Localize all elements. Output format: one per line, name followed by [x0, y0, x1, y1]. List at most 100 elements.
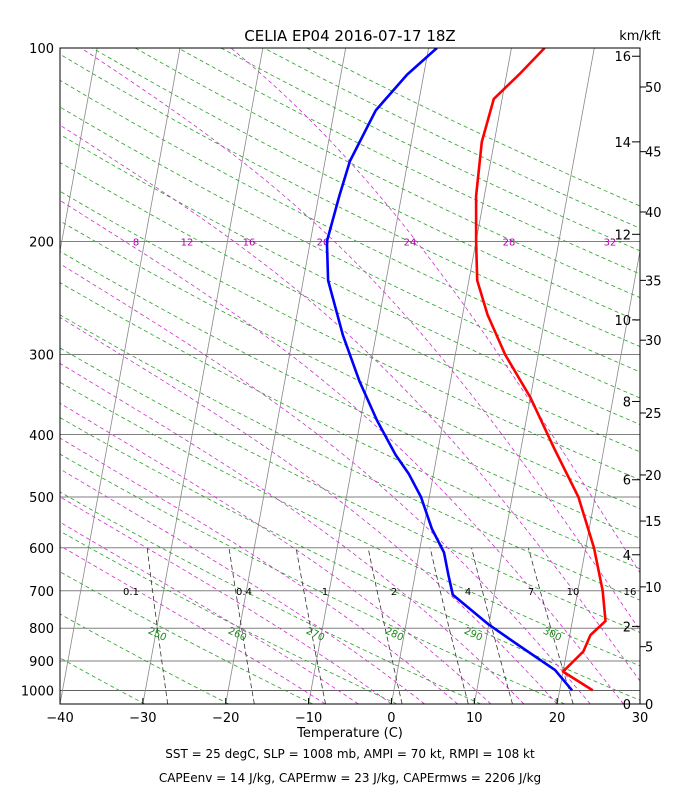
mixing-ratio-label: 10	[567, 587, 580, 598]
dry-adiabat-line	[60, 53, 640, 348]
dry-adiabat-line	[60, 657, 145, 704]
dry-adiabat-line	[60, 381, 640, 667]
isotherm-line	[0, 48, 14, 704]
moist-adiabat-line	[60, 124, 640, 682]
x-tick-label: 20	[549, 711, 566, 726]
kft-tick-label: 40	[645, 206, 662, 221]
dry-adiabat-line	[60, 314, 640, 601]
x-tick-label: −40	[46, 711, 73, 726]
y-tick-label: 400	[29, 429, 54, 444]
mixing-ratio-line	[228, 547, 255, 704]
moist-adiabat-line	[60, 468, 425, 704]
mixing-ratio-line	[429, 547, 469, 704]
moist-adiabat-label: 32	[604, 237, 617, 248]
right-axis-label: km/kft	[619, 29, 661, 44]
kft-tick-label: 35	[645, 274, 662, 289]
mixing-ratio-label: 0.1	[123, 587, 139, 598]
isobar-lines	[60, 48, 640, 691]
moist-adiabat-label: 16	[243, 237, 256, 248]
dry-adiabat-line	[60, 703, 61, 704]
y-tick-label: 900	[29, 655, 54, 670]
footer-line-1: SST = 25 degC, SLP = 1008 mb, AMPI = 70 …	[165, 747, 535, 761]
x-axis-label: Temperature (C)	[296, 726, 403, 741]
isotherm-line	[473, 48, 595, 704]
dry-adiabat-line	[60, 417, 640, 701]
km-tick-label: 4	[623, 549, 631, 564]
moist-adiabat-line	[60, 437, 458, 704]
kft-tick-label: 10	[645, 581, 662, 596]
y-tick-label: 300	[29, 348, 54, 363]
dry-adiabat-line	[60, 491, 481, 704]
moist-adiabat-line	[60, 199, 624, 704]
footer-line-2: CAPEenv = 14 J/kg, CAPErmw = 23 J/kg, CA…	[159, 771, 541, 785]
dry-adiabat-line	[60, 530, 397, 704]
moist-adiabat-line	[80, 48, 640, 632]
moist-adiabat-label: 12	[181, 237, 194, 248]
mixing-ratio-label: 0.4	[236, 587, 252, 598]
dry-adiabat-line	[60, 133, 640, 426]
kft-tick-label: 15	[645, 515, 662, 530]
x-tick-label: −10	[295, 711, 322, 726]
y-tick-label: 1000	[21, 684, 54, 699]
kft-tick-label: 25	[645, 407, 662, 422]
moist-adiabat-line	[60, 521, 359, 704]
isotherm-line	[60, 48, 181, 704]
dry-adiabat-line	[60, 347, 640, 633]
dry-adiabat-lines	[60, 48, 640, 704]
profile-lines	[325, 48, 607, 692]
km-tick-label: 0	[623, 698, 631, 713]
dry-adiabat-line	[306, 48, 640, 207]
moist-adiabat-line	[60, 316, 558, 704]
mixing-ratio-label: 4	[465, 587, 471, 598]
dry-adiabat-line	[60, 453, 565, 704]
moist-adiabat-line	[230, 48, 640, 574]
moist-adiabat-line	[60, 545, 326, 704]
mixing-ratio-line	[367, 547, 403, 704]
kft-tick-label: 50	[645, 81, 662, 96]
km-tick-label: 10	[614, 314, 631, 329]
dry-adiabat-line	[92, 48, 640, 323]
y-tick-label: 200	[29, 235, 54, 250]
km-tick-label: 6	[623, 474, 631, 489]
moist-adiabat-label: 24	[404, 237, 417, 248]
dewpoint-profile-line	[325, 48, 574, 692]
mixing-ratio-line	[295, 547, 326, 704]
kft-tick-label: 20	[645, 469, 662, 484]
right-axis-ticks: 0 2 4 6 8 10 12 14 16 0 5 10 15 20 25 30 35 40 45 50	[614, 50, 661, 713]
km-tick-label: 2	[623, 620, 631, 635]
moist-adiabat-line	[60, 362, 525, 704]
mixing-ratio-label: 1	[322, 587, 328, 598]
isotherm-line	[60, 48, 98, 254]
x-tick-label: 0	[387, 711, 395, 726]
km-tick-label: 8	[623, 395, 631, 410]
dry-adiabat-line	[60, 220, 640, 510]
km-tick-label: 16	[614, 50, 631, 65]
dry-adiabat-line	[60, 613, 229, 704]
km-tick-label: 12	[614, 228, 631, 243]
mixing-ratio-line	[146, 547, 169, 704]
chart-title: CELIA EP04 2016-07-17 18Z	[244, 27, 455, 45]
mixing-ratio-label: 16	[624, 587, 637, 598]
moist-adiabat-line	[60, 496, 392, 704]
x-tick-label: −30	[129, 711, 156, 726]
moist-adiabat-line	[60, 263, 591, 704]
kft-tick-label: 5	[645, 641, 653, 656]
x-axis-ticks: −40 −30 −20 −10 0 10 20 30	[46, 698, 648, 726]
dry-adiabat-line	[60, 79, 640, 373]
mixing-ratio-label: 7	[528, 587, 534, 598]
moist-adiabat-label: 8	[133, 237, 139, 248]
y-tick-label: 100	[29, 42, 54, 57]
moist-adiabat-lines	[60, 48, 640, 704]
temperature-profile-line	[474, 48, 607, 692]
mixing-ratio-label: 2	[391, 587, 397, 598]
km-tick-label: 14	[614, 136, 631, 151]
y-tick-label: 600	[29, 542, 54, 557]
kft-tick-label: 0	[645, 698, 653, 713]
isotherm-line	[391, 48, 512, 704]
isotherm-line	[308, 48, 429, 704]
y-axis-ticks: 1000 900 800 700 600 500 400 300 200 100	[21, 42, 54, 699]
y-tick-label: 700	[29, 585, 54, 600]
